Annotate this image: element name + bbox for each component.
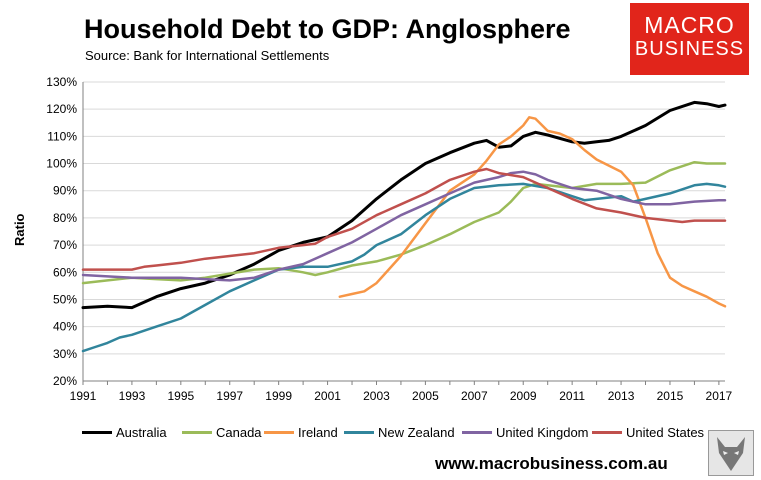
- legend-swatch: [182, 431, 212, 434]
- chart-title: Household Debt to GDP: Anglosphere: [84, 14, 571, 44]
- logo-line-2: BUSINESS: [634, 38, 745, 60]
- series-line-canada: [81, 160, 727, 285]
- x-tick-label: 1999: [265, 389, 292, 403]
- y-tick-label: 130%: [46, 75, 77, 89]
- series-line-united-kingdom: [81, 170, 727, 282]
- x-tick-label: 2009: [510, 389, 537, 403]
- y-tick-label: 90%: [53, 184, 77, 198]
- x-tick-label: 1993: [119, 389, 146, 403]
- y-tick-label: 20%: [53, 374, 77, 388]
- website-url[interactable]: www.macrobusiness.com.au: [435, 454, 668, 473]
- legend-label: New Zealand: [378, 425, 455, 440]
- y-tick-label: 70%: [53, 238, 77, 252]
- legend-label: United Kingdom: [496, 425, 589, 440]
- series-line-ireland: [338, 116, 727, 308]
- legend-item: Ireland: [264, 425, 338, 440]
- y-tick-label: 80%: [53, 211, 77, 225]
- macro-business-logo: MACRO BUSINESS: [630, 3, 749, 75]
- legend-item: Canada: [182, 425, 262, 440]
- y-tick-label: 50%: [53, 292, 77, 306]
- legend-swatch: [82, 431, 112, 434]
- x-tick-label: 2001: [314, 389, 341, 403]
- legend-item: United States: [592, 425, 704, 440]
- x-tick-label: 2011: [559, 389, 585, 403]
- series-line-new-zealand: [81, 182, 727, 353]
- x-tick-label: 2003: [363, 389, 390, 403]
- x-tick-label: 1997: [216, 389, 243, 403]
- legend-item: United Kingdom: [462, 425, 589, 440]
- y-tick-label: 30%: [53, 347, 77, 361]
- x-tick-label: 1991: [70, 389, 97, 403]
- x-tick-label: 2007: [461, 389, 488, 403]
- legend-swatch: [592, 431, 622, 434]
- legend-swatch: [264, 431, 294, 434]
- legend-swatch: [344, 431, 374, 434]
- legend-item: Australia: [82, 425, 167, 440]
- y-tick-label: 40%: [53, 320, 77, 334]
- legend-label: Ireland: [298, 425, 338, 440]
- x-tick-label: 2017: [706, 389, 733, 403]
- x-tick-label: 1995: [167, 389, 194, 403]
- y-tick-label: 100%: [46, 157, 77, 171]
- wolf-logo-icon: [708, 430, 754, 476]
- chart-subtitle: Source: Bank for International Settlemen…: [85, 48, 330, 63]
- x-tick-label: 2005: [412, 389, 439, 403]
- legend-swatch: [462, 431, 492, 434]
- x-tick-label: 2015: [657, 389, 684, 403]
- logo-line-1: MACRO: [644, 12, 735, 38]
- x-tick-label: 2013: [608, 389, 635, 403]
- y-tick-label: 120%: [46, 102, 77, 116]
- y-tick-label: 110%: [47, 129, 77, 143]
- series-line-united-states: [81, 167, 727, 271]
- y-tick-label: 60%: [53, 265, 77, 279]
- legend-label: Canada: [216, 425, 262, 440]
- legend-label: United States: [626, 425, 705, 440]
- legend-label: Australia: [116, 425, 167, 440]
- legend-item: New Zealand: [344, 425, 455, 440]
